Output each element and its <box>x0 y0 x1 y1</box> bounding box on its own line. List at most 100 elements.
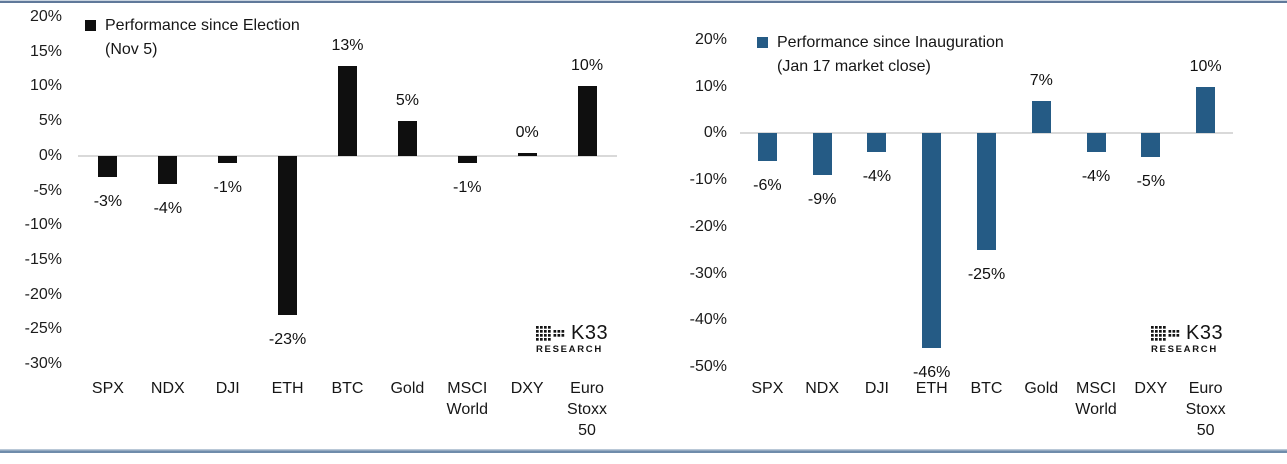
x-category-line: MSCI <box>447 380 488 397</box>
x-category-label-eth: ETH <box>258 378 318 399</box>
bar-value-label-gold: 5% <box>395 92 419 110</box>
x-category-line: Gold <box>1024 380 1059 397</box>
x-category-line: DXY <box>510 380 544 397</box>
logo-row: K33 <box>1151 322 1235 344</box>
y-axis-tick-label: 10% <box>29 77 62 95</box>
bar-value-label-msci-world: -1% <box>453 178 482 196</box>
x-category-label-dji: DJI <box>850 378 905 399</box>
zero-gridline <box>78 154 617 157</box>
y-axis-tick-label: -10% <box>24 216 62 234</box>
x-category-line: DJI <box>864 380 889 397</box>
bar-dji <box>218 155 238 163</box>
bar-btc <box>338 65 357 156</box>
legend: Performance since Election (Nov 5) <box>85 14 300 62</box>
x-category-line: World <box>1075 401 1117 418</box>
k33-research-text: RESEARCH <box>1151 344 1218 355</box>
x-category-label-eth: ETH <box>904 378 959 399</box>
bar-value-label-dxy: -5% <box>1136 172 1166 190</box>
bar-value-label-btc: 13% <box>331 36 364 54</box>
logo-row: K33 <box>536 322 620 344</box>
x-category-line: DJI <box>215 380 240 397</box>
y-axis-tick-label: 5% <box>38 112 62 130</box>
x-category-line: ETH <box>271 380 304 397</box>
y-axis-tick-label: 15% <box>29 42 62 60</box>
bar-value-label-spx: -3% <box>93 192 123 210</box>
y-axis-tick-label: -40% <box>689 311 727 329</box>
bar-value-label-eth: -46% <box>913 364 951 382</box>
y-axis-tick-label: 0% <box>703 124 727 142</box>
bar-value-label-spx: -6% <box>753 177 782 195</box>
bar-btc <box>977 133 996 251</box>
k33-dots-icon <box>536 325 565 341</box>
x-category-label-euro-stoxx-50: Euro Stoxx 50 <box>1178 378 1233 441</box>
x-category-line: SPX <box>91 380 124 397</box>
x-category-line: Stoxx <box>567 401 608 418</box>
legend-swatch-icon <box>85 20 96 31</box>
bar-eth <box>278 155 298 316</box>
x-category-line: 50 <box>1196 422 1215 439</box>
x-category-label-spx: SPX <box>740 378 795 399</box>
k33-dots-icon <box>1151 325 1180 341</box>
legend-subtitle: (Jan 17 market close) <box>777 58 931 75</box>
x-category-label-gold: Gold <box>1014 378 1069 399</box>
legend-text: Performance since Inauguration (Jan 17 m… <box>777 31 1004 79</box>
y-axis-tick-label: -15% <box>24 250 62 268</box>
x-category-line: World <box>446 401 489 418</box>
bar-gold <box>397 121 417 156</box>
bar-value-label-dxy: 0% <box>515 123 539 141</box>
bar-dji <box>867 133 887 153</box>
x-category-line: BTC <box>970 380 1003 397</box>
top-divider <box>0 0 1287 3</box>
bar-ndx <box>158 155 178 184</box>
bar-value-label-dji: -1% <box>213 178 242 196</box>
bar-value-label-gold: 7% <box>1029 71 1053 89</box>
y-axis-tick-label: -5% <box>33 181 62 199</box>
x-category-line: Euro <box>1188 380 1223 397</box>
x-category-line: ETH <box>915 380 948 397</box>
y-axis-tick-label: 10% <box>694 77 727 95</box>
bar-spx <box>98 155 118 177</box>
y-axis-tick-label: -20% <box>24 285 62 303</box>
x-category-label-msci-world: MSCI World <box>1069 378 1124 420</box>
bar-value-label-euro-stoxx-50: 10% <box>571 57 604 75</box>
legend-title: Performance since Inauguration <box>777 34 1004 51</box>
y-axis-tick-label: -25% <box>24 320 62 338</box>
bar-value-label-dji: -4% <box>862 168 892 186</box>
x-category-label-dxy: DXY <box>1123 378 1178 399</box>
legend-text: Performance since Election (Nov 5) <box>105 14 300 62</box>
x-category-line: NDX <box>150 380 185 397</box>
x-category-label-msci-world: MSCI World <box>437 378 497 420</box>
x-category-label-gold: Gold <box>377 378 437 399</box>
bottom-divider <box>0 449 1287 453</box>
k33-logo-text: K33 <box>571 322 609 344</box>
x-category-label-dxy: DXY <box>497 378 557 399</box>
legend-subtitle: (Nov 5) <box>105 41 158 58</box>
x-category-line: Euro <box>570 380 604 397</box>
bar-ndx <box>812 133 832 176</box>
y-axis-tick-label: -30% <box>689 264 727 282</box>
x-category-line: SPX <box>751 380 784 397</box>
x-category-line: BTC <box>331 380 364 397</box>
x-category-label-ndx: NDX <box>138 378 198 399</box>
legend-swatch-icon <box>757 37 768 48</box>
bar-value-label-euro-stoxx-50: 10% <box>1189 57 1222 75</box>
x-category-line: NDX <box>805 380 840 397</box>
k33-research-logo: K33 RESEARCH <box>1151 322 1235 355</box>
bar-gold <box>1031 100 1051 134</box>
x-category-label-euro-stoxx-50: Euro Stoxx 50 <box>557 378 617 441</box>
y-axis-tick-label: 20% <box>694 31 727 48</box>
y-axis-tick-label: 0% <box>38 146 62 164</box>
k33-research-logo: K33 RESEARCH <box>536 322 620 355</box>
bar-dxy <box>517 152 537 156</box>
bar-msci-world <box>457 155 477 163</box>
x-category-label-spx: SPX <box>78 378 138 399</box>
bar-msci-world <box>1086 133 1106 153</box>
bar-value-label-eth: -23% <box>268 331 307 349</box>
bar-euro-stoxx-50 <box>577 86 597 156</box>
k33-logo-text: K33 <box>1186 322 1224 344</box>
y-axis-tick-label: -20% <box>689 217 727 235</box>
x-category-line: MSCI <box>1076 380 1117 397</box>
bar-value-label-ndx: -9% <box>807 191 837 209</box>
x-category-line: 50 <box>578 422 596 439</box>
x-category-label-ndx: NDX <box>795 378 850 399</box>
